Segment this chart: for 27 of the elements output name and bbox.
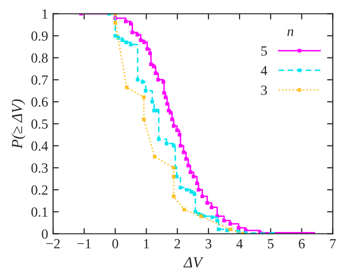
x-tick-label: 2 [174,239,180,248]
y-tick-label: 0.3 [31,163,48,173]
legend-label: 4 [260,66,268,76]
legend-label: 3 [261,86,267,95]
x-tick-label: 7 [330,239,336,248]
x-tick-label: 0 [112,239,118,248]
y-tick-label: 0.8 [31,53,48,63]
y-tick-label: 0.6 [31,97,48,107]
y-tick-label: 0.4 [31,141,48,151]
legend-title: n [287,29,294,36]
y-tick-label: 0.7 [31,75,48,85]
y-tick-label: 0.2 [31,185,48,195]
y-tick-label: 0 [42,229,48,239]
x-tick-label: 3 [206,239,212,248]
x-tick-label: 6 [298,239,305,248]
x-tick-label: 5 [268,239,274,248]
x-tick-label: 4 [236,239,243,248]
y-axis-title: P(≥ ΔV) [11,99,26,149]
y-tick-label: 1 [42,9,48,19]
y-tick-label: 0.5 [31,119,48,129]
y-tick-label: 0.9 [31,31,48,41]
legend-label: 5 [261,46,267,56]
x-tick-label: −1 [77,239,91,248]
y-tick-label: 0.1 [31,207,48,217]
x-axis-title: ΔV [183,257,204,268]
x-tick-label: 1 [144,239,149,248]
x-tick-label: −2 [46,239,60,248]
